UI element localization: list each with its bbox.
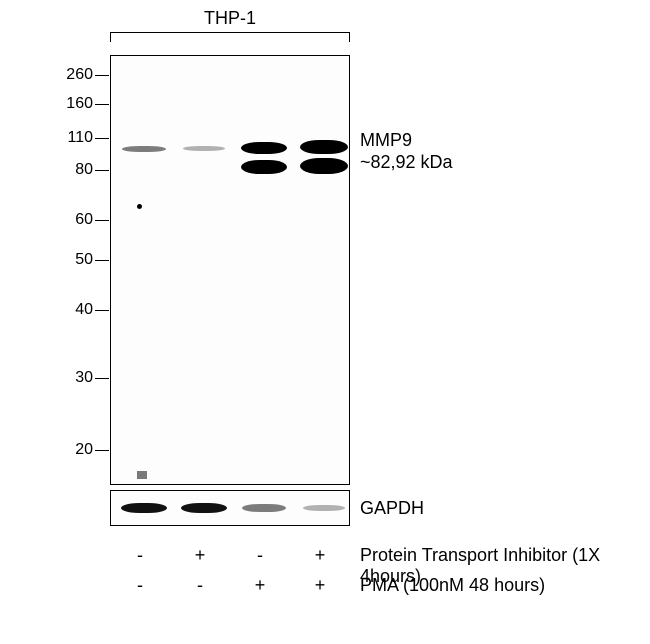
treatment-symbol: - (170, 575, 230, 596)
artifact-noise (137, 471, 147, 479)
band (303, 505, 344, 511)
mw-marker-tick (95, 75, 109, 76)
mw-marker-tick (95, 310, 109, 311)
mw-marker-label: 60 (58, 211, 93, 229)
target-protein-label: MMP9 (360, 130, 412, 151)
band (300, 140, 348, 154)
mw-marker-label: 50 (58, 251, 93, 269)
mw-marker-tick (95, 138, 109, 139)
target-size-label: ~82,92 kDa (360, 152, 453, 173)
treatment-symbol: - (230, 545, 290, 566)
blot-main (110, 55, 350, 485)
figure-container: THP-1 260 160 110 80 60 50 40 30 20 MMP9 ~82,92 … (0, 0, 650, 644)
sample-bracket (110, 32, 350, 42)
mw-marker-tick (95, 104, 109, 105)
treatment-symbol: - (110, 545, 170, 566)
mw-marker-label: 260 (58, 66, 93, 84)
treatment-symbol: + (230, 575, 290, 596)
mw-marker-label: 30 (58, 369, 93, 387)
mw-marker-tick (95, 170, 109, 171)
mw-marker-label: 40 (58, 301, 93, 319)
artifact-dot (137, 204, 142, 209)
treatment-symbol: - (110, 575, 170, 596)
mw-marker-tick (95, 260, 109, 261)
mw-marker-label: 80 (58, 161, 93, 179)
band (241, 142, 287, 154)
band (183, 146, 224, 151)
mw-marker-tick (95, 378, 109, 379)
band (241, 160, 287, 174)
mw-marker-tick (95, 450, 109, 451)
treatment-symbol: + (290, 545, 350, 566)
mw-marker-label: 160 (58, 95, 93, 113)
band (181, 503, 227, 513)
sample-label: THP-1 (110, 8, 350, 29)
band (122, 146, 166, 152)
blot-loading-control (110, 490, 350, 526)
treatment-label: PMA (100nM 48 hours) (360, 575, 545, 596)
loading-control-label: GAPDH (360, 498, 424, 519)
treatment-symbol: + (290, 575, 350, 596)
band (242, 504, 286, 512)
mw-marker-tick (95, 220, 109, 221)
mw-marker-label: 20 (58, 441, 93, 459)
mw-marker-label: 110 (58, 129, 93, 147)
treatment-symbol: + (170, 545, 230, 566)
band (121, 503, 167, 513)
band (300, 158, 348, 174)
